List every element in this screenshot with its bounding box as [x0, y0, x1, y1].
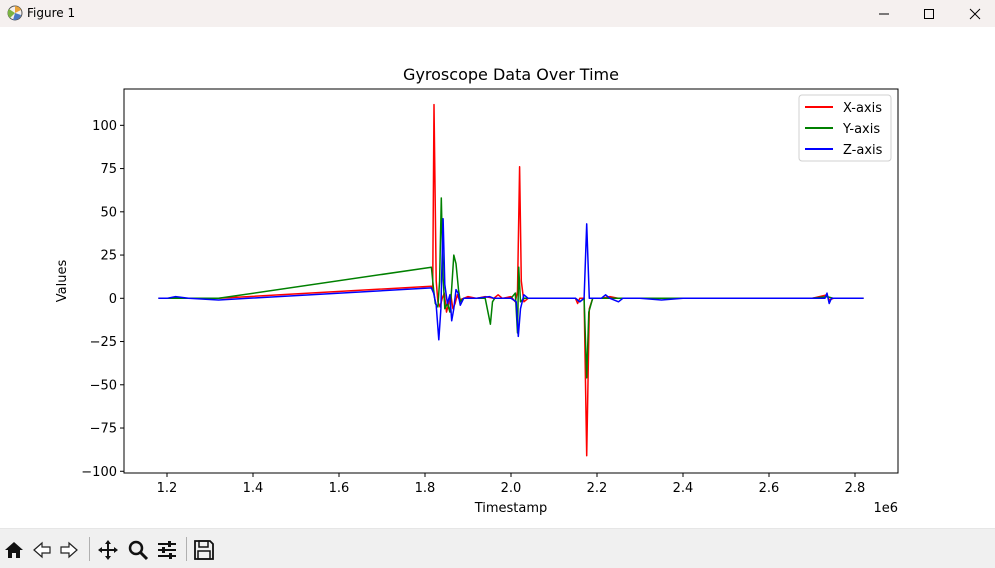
sliders-icon	[158, 541, 176, 559]
toolbar-separator	[89, 537, 90, 561]
chart-title: Gyroscope Data Over Time	[403, 65, 619, 84]
back-arrow-icon	[33, 541, 51, 559]
back-button[interactable]	[30, 538, 54, 562]
series-line-z-axis	[158, 217, 864, 341]
x-axis-ticks: 1.2 1.4 1.6 1.8 2.0 2.2 2.4 2.6 2.8	[157, 473, 866, 496]
legend-box	[798, 94, 892, 162]
x-tick-label: 1.2	[157, 481, 178, 496]
x-tick-label: 2.6	[759, 481, 780, 496]
window-title: Figure 1	[27, 6, 76, 20]
series-line-y-axis	[158, 197, 864, 379]
maximize-icon	[924, 8, 934, 19]
x-tick-label: 2.8	[845, 481, 866, 496]
matplotlib-app-icon	[7, 5, 23, 21]
legend: X-axis Y-axis Z-axis	[798, 94, 892, 162]
y-axis-label: Values	[55, 260, 70, 303]
y-tick-label: −75	[90, 422, 117, 437]
y-tick-label: 75	[100, 162, 117, 177]
minimize-icon	[879, 13, 889, 14]
x-tick-label: 2.0	[501, 481, 522, 496]
toolbar-separator	[186, 537, 187, 561]
legend-label: Y-axis	[842, 122, 880, 137]
home-button[interactable]	[2, 538, 26, 562]
close-button[interactable]	[952, 0, 995, 27]
y-tick-label: −100	[81, 465, 117, 480]
forward-arrow-icon	[60, 541, 78, 559]
axes-frame	[123, 88, 899, 474]
pan-button[interactable]	[96, 538, 120, 562]
y-tick-label: −50	[90, 378, 117, 393]
x-tick-label: 1.4	[243, 481, 264, 496]
configure-subplots-button[interactable]	[155, 538, 179, 562]
home-icon	[5, 542, 23, 558]
zoom-button[interactable]	[126, 538, 150, 562]
series-group	[158, 103, 864, 457]
x-axis-label: Timestamp	[474, 501, 548, 516]
forward-button[interactable]	[57, 538, 81, 562]
plot-area	[123, 88, 899, 474]
y-tick-label: 100	[92, 119, 117, 134]
series-line-x-axis	[158, 103, 864, 457]
y-axis-ticks: −100 −75 −50 −25 0 25 50 75 100	[81, 119, 124, 480]
maximize-button[interactable]	[906, 0, 952, 27]
y-tick-label: 25	[100, 249, 117, 264]
move-icon	[98, 540, 118, 560]
figure-canvas[interactable]: Gyroscope Data Over Time 1.2 1.4 1.6 1.8 2.0…	[0, 27, 995, 528]
y-tick-label: −25	[90, 335, 117, 350]
magnifier-icon	[128, 540, 149, 561]
y-tick-label: 0	[109, 292, 117, 307]
x-tick-label: 2.4	[673, 481, 694, 496]
legend-label: X-axis	[843, 101, 882, 116]
legend-label: Z-axis	[843, 143, 883, 158]
close-icon	[969, 8, 981, 19]
x-tick-label: 2.2	[587, 481, 608, 496]
x-axis-offset-label: 1e6	[873, 501, 898, 516]
window-titlebar: Figure 1	[0, 0, 995, 27]
minimize-button[interactable]	[861, 0, 907, 27]
x-tick-label: 1.6	[329, 481, 350, 496]
y-tick-label: 50	[100, 205, 117, 220]
navigation-toolbar	[0, 528, 995, 568]
save-button[interactable]	[192, 538, 216, 562]
floppy-disk-icon	[194, 540, 214, 560]
x-tick-label: 1.8	[415, 481, 436, 496]
